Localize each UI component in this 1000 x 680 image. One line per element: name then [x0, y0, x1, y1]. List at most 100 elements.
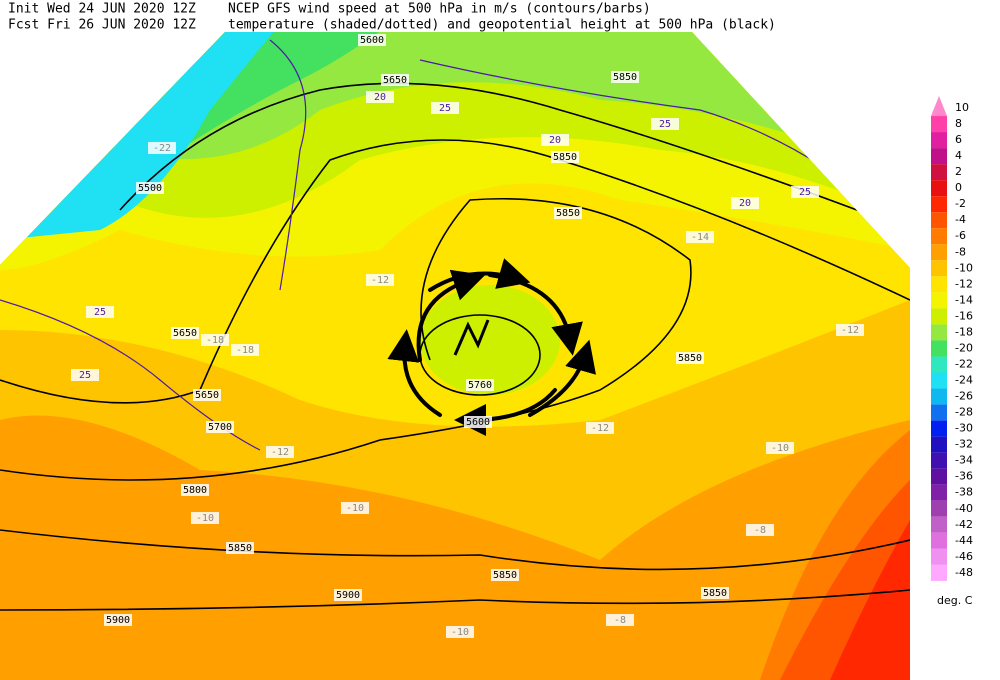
shade — [830, 520, 910, 680]
label-box — [431, 102, 459, 114]
colorbar-label: -18 — [955, 325, 973, 338]
height-label: 5850 — [556, 208, 580, 219]
temperature-label: -10 — [196, 513, 214, 524]
label-box — [466, 379, 494, 391]
contour — [119, 82, 910, 231]
colorbar-swatch — [931, 564, 947, 581]
colorbar-swatch — [931, 148, 947, 165]
colorbar-swatch — [931, 244, 947, 261]
temperature-label: -14 — [691, 232, 709, 243]
label-box — [104, 614, 132, 626]
wind-label: 25 — [799, 187, 811, 198]
height-label: 5850 — [553, 152, 577, 163]
colorbar-swatch — [931, 260, 947, 277]
colorbar-label: -22 — [955, 357, 973, 370]
height-label: 5850 — [678, 353, 702, 364]
height-label: 5900 — [336, 590, 360, 601]
height-label: 5850 — [703, 588, 727, 599]
label-box — [651, 118, 679, 130]
colorbar-swatch — [931, 436, 947, 453]
label-box — [231, 344, 259, 356]
colorbar-label: -36 — [955, 470, 973, 483]
label-box — [358, 34, 386, 46]
label-box — [86, 306, 114, 318]
colorbar-swatch — [931, 532, 947, 549]
colorbar-label: -30 — [955, 422, 973, 435]
label-box — [446, 626, 474, 638]
temperature-label: -10 — [451, 627, 469, 638]
colorbar-label: -44 — [955, 534, 973, 547]
wind-label: 25 — [439, 103, 451, 114]
init-line: Init Wed 24 JUN 2020 12Z — [8, 2, 196, 17]
colorbar-label: 0 — [955, 181, 962, 194]
wind-label: 25 — [94, 307, 106, 318]
colorbar-swatch — [931, 548, 947, 565]
label-box — [686, 231, 714, 243]
colorbar-swatch — [931, 388, 947, 405]
colorbar-swatch — [931, 228, 947, 245]
temperature-label: -10 — [346, 503, 364, 514]
height-label: 5650 — [383, 75, 407, 86]
colorbar-label: -2 — [955, 197, 966, 210]
colorbar-swatch — [931, 132, 947, 149]
colorbar-label: -42 — [955, 518, 973, 531]
colorbar-swatch — [931, 324, 947, 341]
colorbar-swatch — [931, 212, 947, 229]
colorbar-label: 10 — [955, 101, 969, 114]
height-label: 5850 — [613, 72, 637, 83]
colorbar-label: 6 — [955, 133, 962, 146]
colorbar-swatch — [931, 116, 947, 133]
label-box — [491, 569, 519, 581]
colorbar-swatch — [931, 164, 947, 181]
label-box — [193, 389, 221, 401]
wind-label: 20 — [549, 135, 561, 146]
contour — [0, 197, 692, 481]
wind-label: 25 — [79, 370, 91, 381]
colorbar-label: -24 — [955, 374, 973, 387]
annotation-arrows — [387, 258, 596, 436]
label-box — [701, 587, 729, 599]
label-box — [541, 134, 569, 146]
colorbar-label: 8 — [955, 117, 962, 130]
label-box — [766, 442, 794, 454]
colorbar-label: -8 — [955, 245, 966, 258]
label-box — [191, 512, 219, 524]
temperature-label: -12 — [841, 325, 859, 336]
height-label: 5650 — [195, 390, 219, 401]
colorbar-swatch — [931, 292, 947, 309]
wind-label: 20 — [739, 198, 751, 209]
colorbar-swatch — [931, 180, 947, 197]
label-box — [746, 524, 774, 536]
colorbar-label: -6 — [955, 229, 966, 242]
colorbar-label: -46 — [955, 550, 973, 563]
colorbar-swatch — [931, 420, 947, 437]
temperature-label: -10 — [771, 443, 789, 454]
height-label: 5600 — [466, 417, 490, 428]
arrow — [528, 339, 596, 417]
arrow — [428, 258, 531, 292]
label-box — [611, 71, 639, 83]
contour — [0, 139, 910, 404]
colorbar-swatch — [931, 356, 947, 373]
label-box — [226, 542, 254, 554]
temperature-label: -18 — [236, 345, 254, 356]
label-box — [148, 142, 176, 154]
colorbar-label: -40 — [955, 502, 973, 515]
colorbar-swatch — [931, 452, 947, 469]
colorbar-label: -20 — [955, 341, 973, 354]
label-box — [381, 74, 409, 86]
colorbar-unit: deg. C — [937, 594, 973, 607]
temperature-label: -18 — [206, 335, 224, 346]
temperature-label: -8 — [614, 615, 626, 626]
label-box — [201, 334, 229, 346]
label-box — [836, 324, 864, 336]
label-box — [266, 446, 294, 458]
temperature-label: -12 — [591, 423, 609, 434]
label-box — [341, 502, 369, 514]
colorbar-label: -34 — [955, 454, 973, 467]
label-box — [71, 369, 99, 381]
colorbar-swatch — [931, 196, 947, 213]
label-box — [791, 186, 819, 198]
label-box — [181, 484, 209, 496]
